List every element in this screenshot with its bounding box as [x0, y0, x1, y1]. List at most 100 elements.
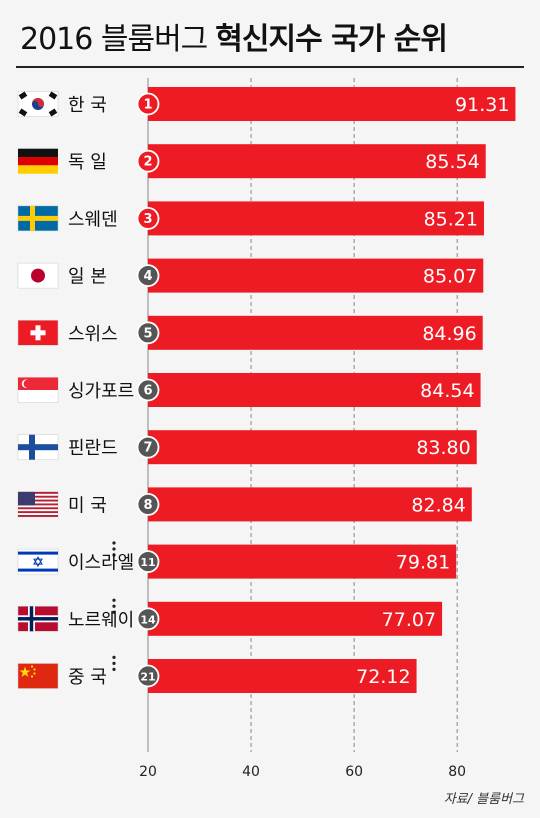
china-flag-icon-part — [17, 663, 59, 689]
germany-flag-icon-part — [18, 165, 58, 174]
rank-badge — [136, 264, 160, 288]
usa-flag-icon-part — [18, 511, 58, 514]
x-tick-label: 40 — [242, 764, 260, 780]
usa-flag-icon-part — [18, 503, 58, 506]
rank-number: 3 — [143, 212, 152, 227]
bar — [148, 373, 481, 407]
title-rule — [16, 66, 524, 68]
usa-flag-icon-part — [18, 495, 58, 498]
switzerland-flag-icon-part — [30, 330, 46, 336]
bar — [148, 430, 477, 465]
bar — [148, 144, 486, 179]
usa-flag-icon-part — [18, 515, 58, 517]
ellipsis-dot — [112, 598, 116, 602]
country-label: 중 국 — [68, 667, 107, 688]
bar — [148, 659, 417, 693]
value-label: 85.54 — [425, 151, 479, 173]
rank-badge — [136, 92, 160, 116]
sweden-flag-icon-part — [18, 215, 58, 221]
rank-number: 14 — [140, 613, 156, 626]
rank-number: 5 — [143, 326, 152, 341]
korea-flag-icon-part — [48, 108, 58, 117]
switzerland-flag-icon — [17, 320, 59, 346]
rank-badge — [136, 378, 160, 402]
bar — [148, 201, 485, 236]
finland-flag-icon — [17, 434, 59, 460]
korea-flag-icon-part — [18, 91, 28, 100]
germany-flag-icon-part — [18, 148, 58, 158]
bar — [148, 315, 483, 350]
country-label: 노르웨이 — [68, 610, 134, 631]
ellipsis-dot — [112, 547, 116, 551]
rank-number: 6 — [143, 384, 152, 399]
israel-flag-icon — [17, 548, 59, 575]
bar — [148, 87, 516, 121]
rank-number: 1 — [143, 98, 152, 113]
rank-badge — [136, 435, 160, 459]
rank-number: 8 — [143, 498, 152, 513]
country-label: 싱가포르 — [68, 381, 134, 402]
value-label: 84.96 — [422, 323, 476, 345]
rank-badge — [136, 149, 160, 173]
value-label: 91.31 — [455, 94, 509, 116]
rank-number: 7 — [143, 441, 152, 456]
japan-flag-icon-part — [31, 268, 45, 283]
value-label: 85.07 — [423, 266, 477, 288]
germany-flag-icon-part — [18, 157, 58, 166]
rank-number: 11 — [140, 556, 155, 569]
bar — [148, 544, 457, 579]
korea-flag-icon-part — [32, 98, 44, 107]
usa-flag-icon — [17, 491, 59, 518]
china-flag-icon-part — [33, 672, 36, 675]
usa-flag-icon-part — [18, 491, 58, 494]
ellipsis-dot — [112, 610, 116, 614]
bar — [148, 601, 443, 636]
rank-badge — [136, 664, 160, 688]
switzerland-flag-icon-part — [17, 320, 59, 346]
finland-flag-icon-part — [18, 444, 58, 451]
value-label: 77.07 — [382, 609, 436, 631]
ellipsis-dot — [112, 667, 116, 672]
country-label: 독 일 — [68, 152, 107, 173]
chart-title: 2016 블룸버그 혁신지수 국가 순위 — [20, 14, 448, 58]
value-label: 84.54 — [420, 380, 474, 402]
rank-badge — [136, 492, 160, 516]
china-flag-icon-part — [19, 666, 31, 677]
germany-flag-icon — [18, 148, 58, 174]
value-label: 82.84 — [411, 494, 465, 516]
value-label: 79.81 — [396, 552, 450, 574]
title-main: 혁신지수 국가 순위 — [215, 22, 448, 57]
country-label: 미 국 — [68, 495, 107, 516]
country-label: 스위스 — [68, 324, 118, 345]
rank-badge — [136, 607, 160, 631]
sweden-flag-icon — [17, 205, 59, 232]
country-label: 핀란드 — [68, 438, 118, 459]
country-label: 스웨덴 — [68, 209, 118, 230]
singapore-flag-icon — [17, 377, 59, 403]
value-label: 72.12 — [356, 666, 410, 688]
ellipsis-dot — [112, 553, 116, 557]
country-label: 일 본 — [68, 267, 107, 288]
israel-flag-icon-part — [33, 556, 43, 568]
ellipsis-dot — [112, 655, 116, 660]
china-flag-icon — [17, 663, 59, 689]
rank-badge — [136, 550, 160, 573]
ellipsis-dot — [112, 604, 116, 608]
rank-number: 4 — [143, 269, 152, 284]
china-flag-icon-part — [33, 668, 36, 671]
title-prefix: 2016 블룸버그 — [20, 22, 208, 57]
norway-flag-icon-part — [18, 617, 58, 621]
x-tick-label: 80 — [448, 764, 466, 780]
israel-flag-icon-part — [18, 568, 58, 572]
korea-flag-icon-part — [18, 108, 28, 117]
korea-flag-icon-part — [48, 91, 58, 100]
bar — [148, 258, 484, 293]
japan-flag-icon — [17, 262, 59, 289]
x-tick-label: 20 — [139, 764, 157, 780]
rank-badge — [136, 206, 160, 230]
ellipsis-dot — [112, 661, 116, 666]
value-label: 83.80 — [416, 437, 470, 459]
singapore-flag-icon-part — [23, 379, 32, 388]
